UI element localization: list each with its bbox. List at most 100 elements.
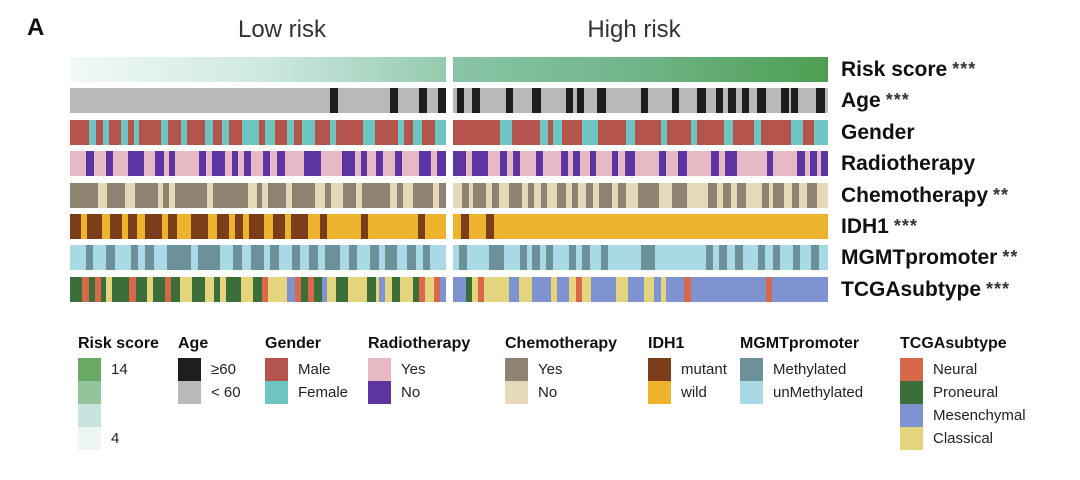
legend-item-label: unMethylated — [773, 384, 864, 401]
heatmap-segment-proneural — [135, 277, 147, 302]
heatmap-segment-male — [733, 120, 755, 145]
legend-item: Male — [265, 358, 348, 381]
heatmap-segment-neural — [295, 277, 302, 302]
heatmap-segment-unmeth — [299, 245, 310, 270]
heatmap-segment-lt60 — [479, 88, 506, 113]
heatmap-segment-unmeth — [263, 245, 271, 270]
heatmap-segment-wild — [307, 214, 320, 239]
heatmap-segment-female — [204, 120, 214, 145]
heatmap-segment-proneural — [213, 277, 220, 302]
legend-item: unMethylated — [740, 381, 863, 404]
heatmap-segment-no — [395, 151, 402, 176]
mgmt-promoter-left-block — [70, 245, 446, 270]
heatmap-segment-yes — [805, 151, 811, 176]
heatmap-segment-mutant — [485, 214, 495, 239]
heatmap-segment-no — [796, 151, 806, 176]
heatmap-segment-yes — [736, 183, 746, 208]
heatmap-segment-meth — [130, 245, 139, 270]
heatmap-segment-male — [274, 120, 288, 145]
heatmap-segment-yes — [438, 183, 447, 208]
heatmap-segment-female — [330, 120, 337, 145]
legend-item: Female — [265, 381, 348, 404]
heatmap-segment-meth — [85, 245, 94, 270]
heatmap-segment-classical — [569, 277, 576, 302]
heatmap-segment-yes — [761, 183, 770, 208]
heatmap-segment-yes — [540, 183, 547, 208]
heatmap-segment-no — [565, 183, 572, 208]
legend-swatch-icon — [78, 404, 101, 427]
legend-swatch-icon — [78, 381, 101, 404]
significance-stars: *** — [893, 216, 918, 236]
heatmap-segment-yes — [638, 183, 660, 208]
risk-score-right-block — [453, 57, 828, 82]
legend-item-label: Classical — [933, 430, 994, 447]
heatmap-segment-no — [168, 183, 175, 208]
heatmap-segment-yes — [397, 183, 404, 208]
heatmap-segment-meth — [166, 245, 192, 270]
heatmap-segment-male — [634, 120, 662, 145]
heatmap-segment-proneural — [335, 277, 349, 302]
legend-item: 14 — [78, 358, 159, 381]
heatmap-segment-meth — [106, 245, 116, 270]
heatmap-segment-mutant — [110, 214, 123, 239]
legend-item-label: Mesenchymal — [933, 407, 1026, 424]
row-label-text: Gender — [841, 121, 915, 144]
heatmap-segment-unmeth — [553, 245, 570, 270]
heatmap-segment-neural — [478, 277, 485, 302]
heatmap-segment-yes — [206, 151, 213, 176]
heatmap-segment-yes — [461, 183, 470, 208]
chemotherapy-right-block — [453, 183, 828, 208]
heatmap-segment-classical — [180, 277, 193, 302]
heatmap-segment-ge60 — [419, 88, 428, 113]
heatmap-segment-meth — [197, 245, 220, 270]
heatmap-segment-yes — [507, 151, 514, 176]
heatmap-segment-yes — [343, 183, 356, 208]
heatmap-segment-unmeth — [396, 245, 408, 270]
legend-item: Neural — [900, 358, 1026, 381]
legend-item-label: wild — [681, 384, 707, 401]
heatmap-segment-yes — [528, 183, 535, 208]
legend-item-label: Yes — [538, 361, 563, 378]
heatmap-segment-wild — [208, 214, 217, 239]
idh1-right-block — [453, 214, 828, 239]
significance-stars: ** — [1002, 247, 1019, 267]
row-label-text: Age — [841, 89, 881, 112]
heatmap-segment-meth — [488, 245, 504, 270]
heatmap-segment-mutant — [319, 214, 328, 239]
heatmap-segment-no — [403, 183, 414, 208]
legend-item — [78, 404, 159, 427]
heatmap-segment-lt60 — [453, 88, 457, 113]
heatmap-segment-ge60 — [815, 88, 825, 113]
heatmap-segment-no — [711, 151, 719, 176]
heatmap-segment-yes — [723, 183, 731, 208]
heatmap-segment-unmeth — [742, 245, 758, 270]
heatmap-segment-no — [453, 151, 467, 176]
heatmap-segment-mutant — [249, 214, 265, 239]
heatmap-segment-female — [362, 120, 376, 145]
heatmap-segment-female — [222, 120, 229, 145]
legend-item-label: < 60 — [211, 384, 241, 401]
heatmap-segment-mesenchymal — [771, 277, 828, 302]
heatmap-segment-ge60 — [576, 88, 585, 113]
heatmap-segment-yes — [361, 183, 390, 208]
heatmap-segment-mutant — [128, 214, 137, 239]
heatmap-segment-yes — [580, 151, 591, 176]
heatmap-segment-ge60 — [696, 88, 707, 113]
gender-left-block — [70, 120, 446, 145]
heatmap-segment-mesenchymal — [556, 277, 570, 302]
heatmap-segment-no — [535, 151, 544, 176]
legend-swatch-icon — [178, 381, 201, 404]
legend-item: ≥60 — [178, 358, 241, 381]
heatmap-segment-yes — [543, 151, 562, 176]
heatmap-segment-mesenchymal — [322, 277, 328, 302]
heatmap-segment-no — [499, 183, 510, 208]
heatmap-segment-meth — [407, 245, 417, 270]
heatmap-segment-female — [581, 120, 598, 145]
heatmap-segment-meth — [757, 245, 765, 270]
heatmap-segment-male — [667, 120, 691, 145]
heatmap-segment-no — [513, 151, 521, 176]
heatmap-segment-female — [160, 120, 169, 145]
legend-title: Radiotherapy — [368, 335, 471, 352]
heatmap-segment-male — [138, 120, 161, 145]
heatmap-segment-yes — [162, 183, 169, 208]
